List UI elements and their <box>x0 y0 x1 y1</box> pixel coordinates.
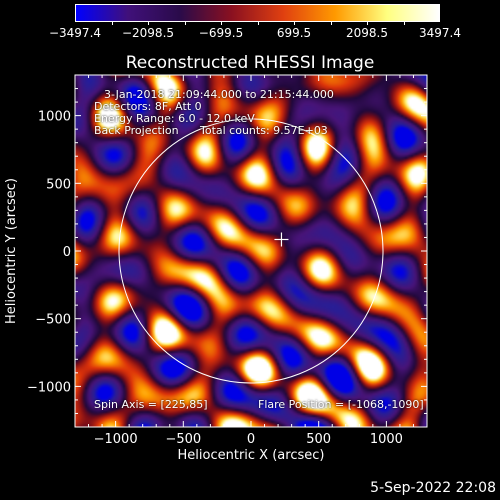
y-tick-label: 0 <box>63 245 71 260</box>
x-axis-label: Heliocentric X (arcsec) <box>178 448 325 463</box>
info-flare-position: Flare Position = [-1068,-1090] <box>258 398 424 411</box>
info-time-range: 3-Jan-2018 21:09:44.000 to 21:15:44.000 <box>104 88 334 101</box>
footer-date: 5-Sep-2022 22:08 <box>370 480 496 496</box>
colorbar-minor-tick <box>221 22 222 25</box>
x-tick-label: −1000 <box>94 432 138 447</box>
solar-limb-circle <box>118 118 384 384</box>
colorbar-tick-label: −2098.5 <box>121 26 175 40</box>
x-tick-label: 500 <box>306 432 331 447</box>
colorbar-tick-label: −3497.4 <box>48 26 102 40</box>
y-tick-label: 500 <box>46 177 71 192</box>
colorbar-minor-tick <box>148 22 149 25</box>
info-energy-range: Energy Range: 6.0 - 12.0 keV <box>94 112 255 125</box>
y-axis-label: Heliocentric Y (arcsec) <box>4 178 19 324</box>
colorbar-tick-label: 3497.4 <box>419 26 461 40</box>
colorbar-minor-tick <box>403 22 405 25</box>
info-total-counts: Total counts: 9.57E+03 <box>200 124 328 137</box>
colorbar-minor-tick <box>184 22 186 25</box>
colorbar-minor-tick <box>257 22 259 25</box>
y-tick-label: −500 <box>35 313 71 328</box>
x-tick-label: −500 <box>165 432 201 447</box>
colorbar-minor-tick <box>111 22 113 25</box>
colorbar-tick-label: 2098.5 <box>346 26 388 40</box>
colorbar-minor-tick <box>330 22 332 25</box>
heatmap-image <box>75 75 427 427</box>
info-spin-axis: Spin Axis = [225,85] <box>94 398 208 411</box>
colorbar-minor-tick <box>294 22 295 25</box>
x-tick-label: 1000 <box>370 432 403 447</box>
colorbar-minor-tick <box>367 22 368 25</box>
info-detectors: Detectors: 8F, Att 0 <box>94 100 202 113</box>
y-tick-label: −1000 <box>27 380 71 395</box>
x-tick-label: 0 <box>247 432 255 447</box>
colorbar <box>75 4 440 22</box>
colorbar-tick-label: −699.5 <box>198 26 244 40</box>
info-method: Back Projection <box>94 124 179 137</box>
y-tick-label: 1000 <box>38 110 71 125</box>
colorbar-tick-label: 699.5 <box>276 26 312 40</box>
chart-title: Reconstructed RHESSI Image <box>125 53 375 73</box>
